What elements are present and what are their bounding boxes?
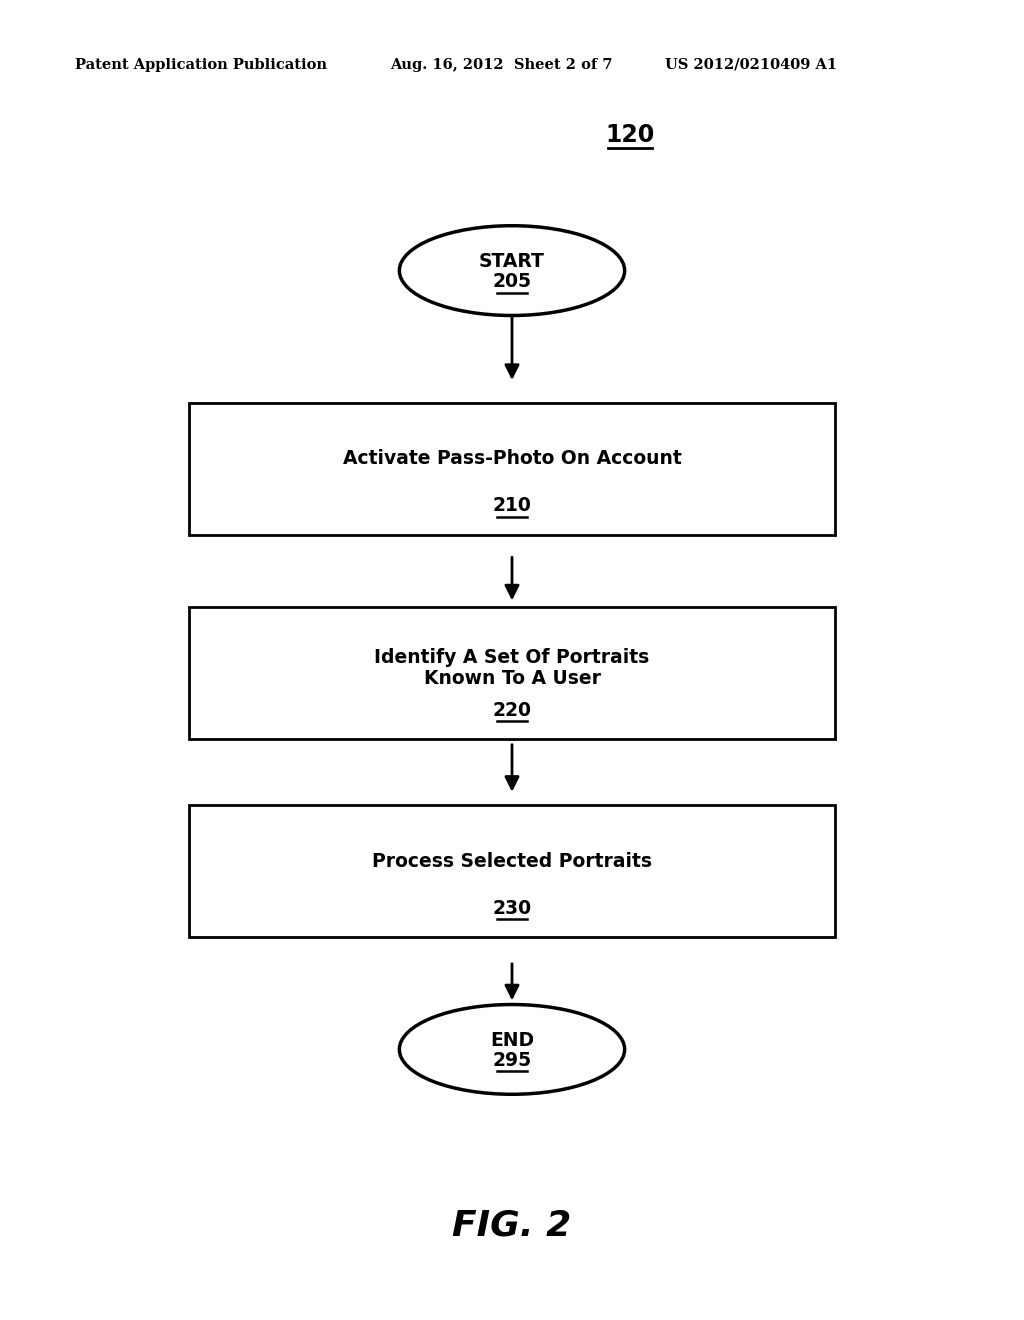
FancyBboxPatch shape — [189, 805, 835, 937]
Text: 295: 295 — [493, 1051, 531, 1071]
Text: END: END — [489, 1031, 535, 1049]
Text: 220: 220 — [493, 701, 531, 719]
Text: START: START — [479, 252, 545, 271]
Text: 205: 205 — [493, 272, 531, 292]
Text: Patent Application Publication: Patent Application Publication — [75, 58, 327, 73]
FancyBboxPatch shape — [189, 403, 835, 535]
Text: 230: 230 — [493, 899, 531, 917]
Text: FIG. 2: FIG. 2 — [453, 1208, 571, 1242]
Text: Known To A User: Known To A User — [424, 669, 600, 688]
Text: 120: 120 — [605, 123, 654, 147]
Text: Activate Pass-Photo On Account: Activate Pass-Photo On Account — [343, 449, 681, 469]
Text: Identify A Set Of Portraits: Identify A Set Of Portraits — [375, 648, 649, 667]
Text: US 2012/0210409 A1: US 2012/0210409 A1 — [665, 58, 838, 73]
Text: Process Selected Portraits: Process Selected Portraits — [372, 851, 652, 871]
Ellipse shape — [399, 226, 625, 315]
Text: 210: 210 — [493, 496, 531, 515]
Text: Aug. 16, 2012  Sheet 2 of 7: Aug. 16, 2012 Sheet 2 of 7 — [390, 58, 612, 73]
FancyBboxPatch shape — [189, 607, 835, 739]
Ellipse shape — [399, 1005, 625, 1094]
